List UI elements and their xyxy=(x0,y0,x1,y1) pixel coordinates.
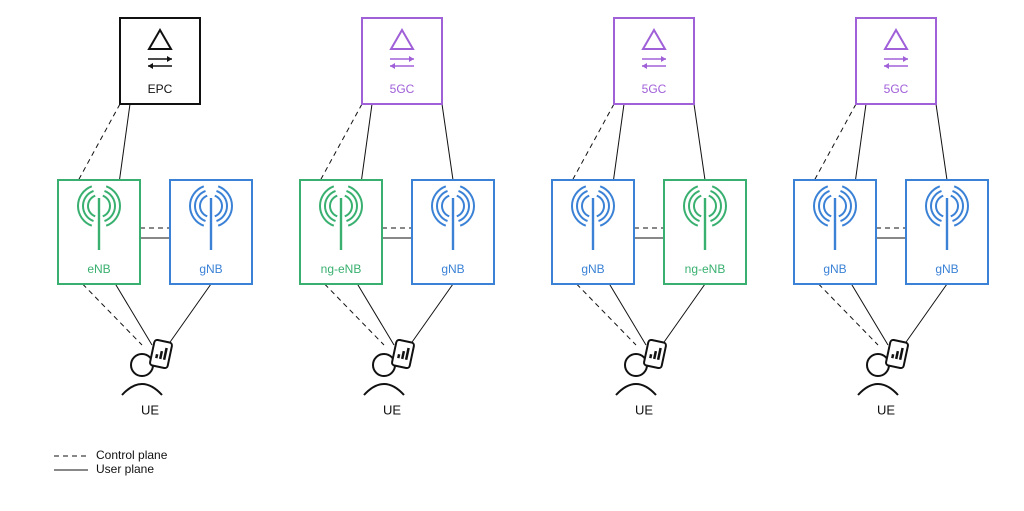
control-plane-link xyxy=(819,284,878,345)
user-plane-link xyxy=(168,284,211,345)
left-node-label: eNB xyxy=(87,262,110,276)
legend: Control planeUser plane xyxy=(54,448,168,476)
control-plane-link xyxy=(573,104,615,180)
user-plane-link xyxy=(936,104,947,180)
ue-label: UE xyxy=(383,402,401,417)
core-label: 5GC xyxy=(642,82,667,96)
right-node-label: ng-eNB xyxy=(685,262,726,276)
user-plane-link xyxy=(442,104,453,180)
core-label: 5GC xyxy=(390,82,415,96)
scenario: EPC eNB gNB UE xyxy=(58,18,252,417)
ue-icon xyxy=(858,339,909,395)
user-plane-link xyxy=(614,104,625,180)
control-plane-link xyxy=(83,284,142,345)
user-plane-link xyxy=(904,284,947,345)
right-node-label: gNB xyxy=(199,262,222,276)
user-plane-link xyxy=(410,284,453,345)
control-plane-link xyxy=(577,284,636,345)
ue-label: UE xyxy=(635,402,653,417)
left-node-label: gNB xyxy=(823,262,846,276)
user-plane-link xyxy=(856,104,867,180)
ue-icon xyxy=(364,339,415,395)
ue-icon xyxy=(122,339,173,395)
left-node-label: ng-eNB xyxy=(321,262,362,276)
control-plane-link xyxy=(325,284,384,345)
user-plane-link xyxy=(694,104,705,180)
legend-control-label: Control plane xyxy=(96,448,168,462)
core-label: EPC xyxy=(148,82,173,96)
user-plane-link xyxy=(362,104,373,180)
architecture-diagram: EPCeNBgNBUE5GCng-eNBgNBUE5GCgNBng-eNBUE5… xyxy=(0,0,1024,506)
control-plane-link xyxy=(79,104,121,180)
right-node-label: gNB xyxy=(935,262,958,276)
control-plane-link xyxy=(321,104,363,180)
user-plane-link xyxy=(120,104,131,180)
ue-icon xyxy=(616,339,667,395)
legend-user-label: User plane xyxy=(96,462,154,476)
scenario: 5GC gNB ng-eNB UE xyxy=(552,18,746,417)
right-node-label: gNB xyxy=(441,262,464,276)
user-plane-link xyxy=(662,284,705,345)
control-plane-link xyxy=(815,104,857,180)
left-node-label: gNB xyxy=(581,262,604,276)
ue-label: UE xyxy=(877,402,895,417)
scenario: 5GC gNB gNB UE xyxy=(794,18,988,417)
scenario: 5GC ng-eNB gNB UE xyxy=(300,18,494,417)
core-label: 5GC xyxy=(884,82,909,96)
ue-label: UE xyxy=(141,402,159,417)
